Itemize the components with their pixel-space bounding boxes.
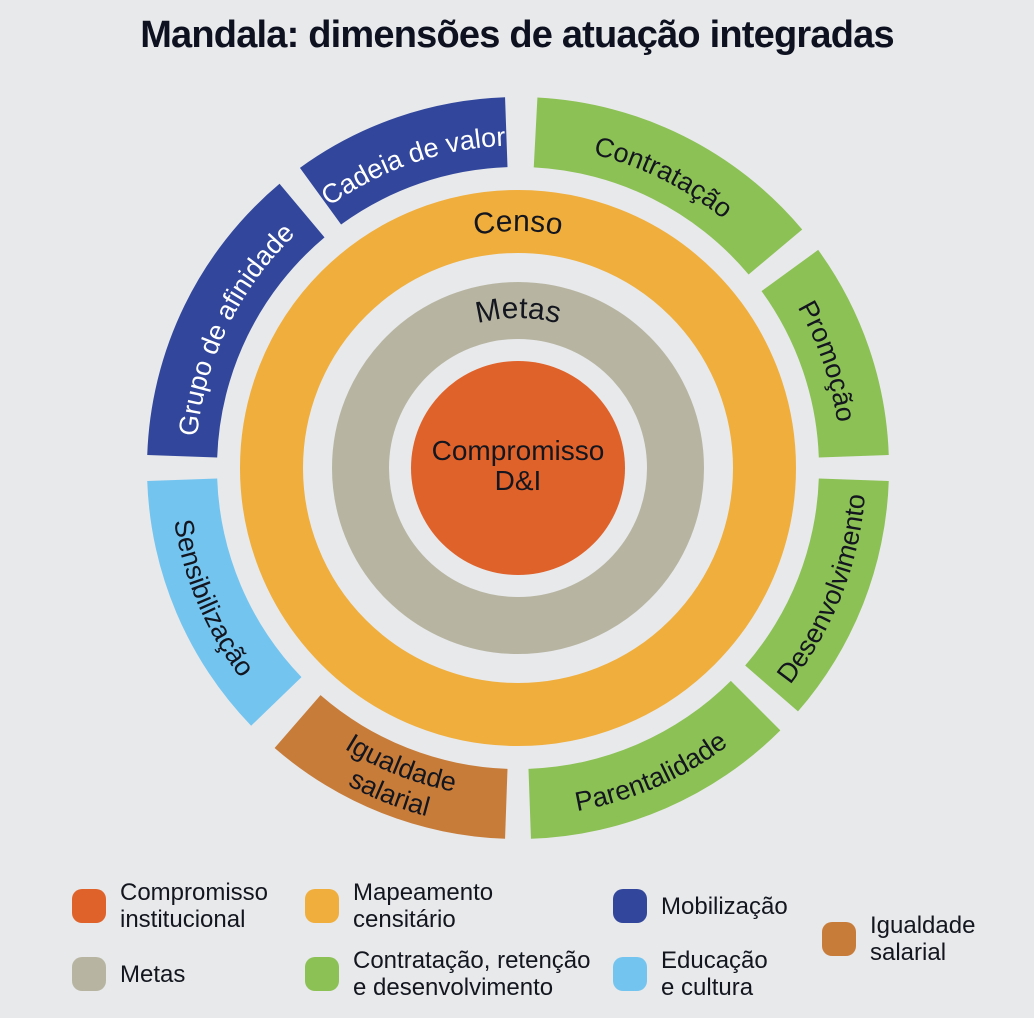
legend-label-mobilizacao: Mobilização (661, 893, 788, 920)
legend-label-line: e desenvolvimento (353, 974, 554, 1001)
segment-cadeia-de-valor (299, 97, 508, 225)
legend-item-educacao-e-cultura: Educação e cultura (613, 943, 768, 1005)
legend-label-line: institucional (120, 906, 246, 933)
segment-contratacao (533, 97, 803, 275)
legend-label-line: e cultura (661, 974, 754, 1001)
legend-item-mobilizacao: Mobilização (613, 875, 788, 937)
legend-label-compromisso-institucional: Compromisso institucional (120, 879, 268, 933)
legend-swatch-metas (72, 957, 106, 991)
legend-label-line: Mobilização (661, 892, 788, 920)
center-label-line: D&I (495, 465, 542, 496)
legend-swatch-compromisso-institucional (72, 889, 106, 923)
legend-swatch-contratacao-retencao (305, 957, 339, 991)
legend-swatch-igualdade-salarial (822, 922, 856, 956)
segment-grupo-de-afinidade (147, 183, 325, 458)
legend-label-line: Igualdade (870, 912, 976, 939)
segment-sensibilizacao (147, 478, 302, 726)
legend-label-educacao-e-cultura: Educação e cultura (661, 947, 768, 1001)
legend-item-igualdade-salarial: Igualdade salarial (822, 908, 975, 970)
legend-label-metas: Metas (120, 961, 185, 988)
segment-parentalidade (528, 680, 781, 839)
legend-item-compromisso-institucional: Compromisso institucional (72, 875, 268, 937)
ring-metas (332, 282, 704, 654)
legend-label-line: salarial (870, 939, 947, 966)
legend-item-mapeamento-censitario: Mapeamento censitário (305, 875, 493, 937)
mandala-diagram: CensoMetasCompromissoD&IContrataçãoPromo… (147, 97, 889, 839)
ring-label-censo: Censo (471, 205, 565, 242)
legend-swatch-educacao-e-cultura (613, 957, 647, 991)
legend-label-igualdade-salarial: Igualdade salarial (870, 912, 975, 966)
legend-label-line: Mapeamento (353, 879, 494, 906)
legend-label-line: censitário (353, 906, 456, 933)
segment-desenvolvimento (745, 478, 889, 712)
legend-label-mapeamento-censitario: Mapeamento censitário (353, 879, 493, 933)
segment-promocao (761, 249, 889, 458)
page-title: Mandala: dimensões de atuação integradas (140, 14, 894, 56)
legend-item-metas: Metas (72, 943, 185, 1005)
legend-item-contratacao-retencao: Contratação, retenção e desenvolvimento (305, 943, 590, 1005)
legend-label-line: Compromisso (120, 879, 269, 906)
ring-censo (240, 190, 796, 746)
legend-swatch-mobilizacao (613, 889, 647, 923)
legend-label-line: Educação (661, 947, 768, 974)
legend-label-contratacao-retencao: Contratação, retenção e desenvolvimento (353, 947, 590, 1001)
segment-igualdade-salarial (274, 695, 508, 839)
legend-label-line: Metas (120, 960, 186, 988)
center-label-line: Compromisso (432, 435, 605, 466)
legend-label-line: Contratação, retenção (353, 947, 591, 974)
center-circle-compromisso-d-i (411, 361, 625, 575)
legend-swatch-mapeamento-censitario (305, 889, 339, 923)
